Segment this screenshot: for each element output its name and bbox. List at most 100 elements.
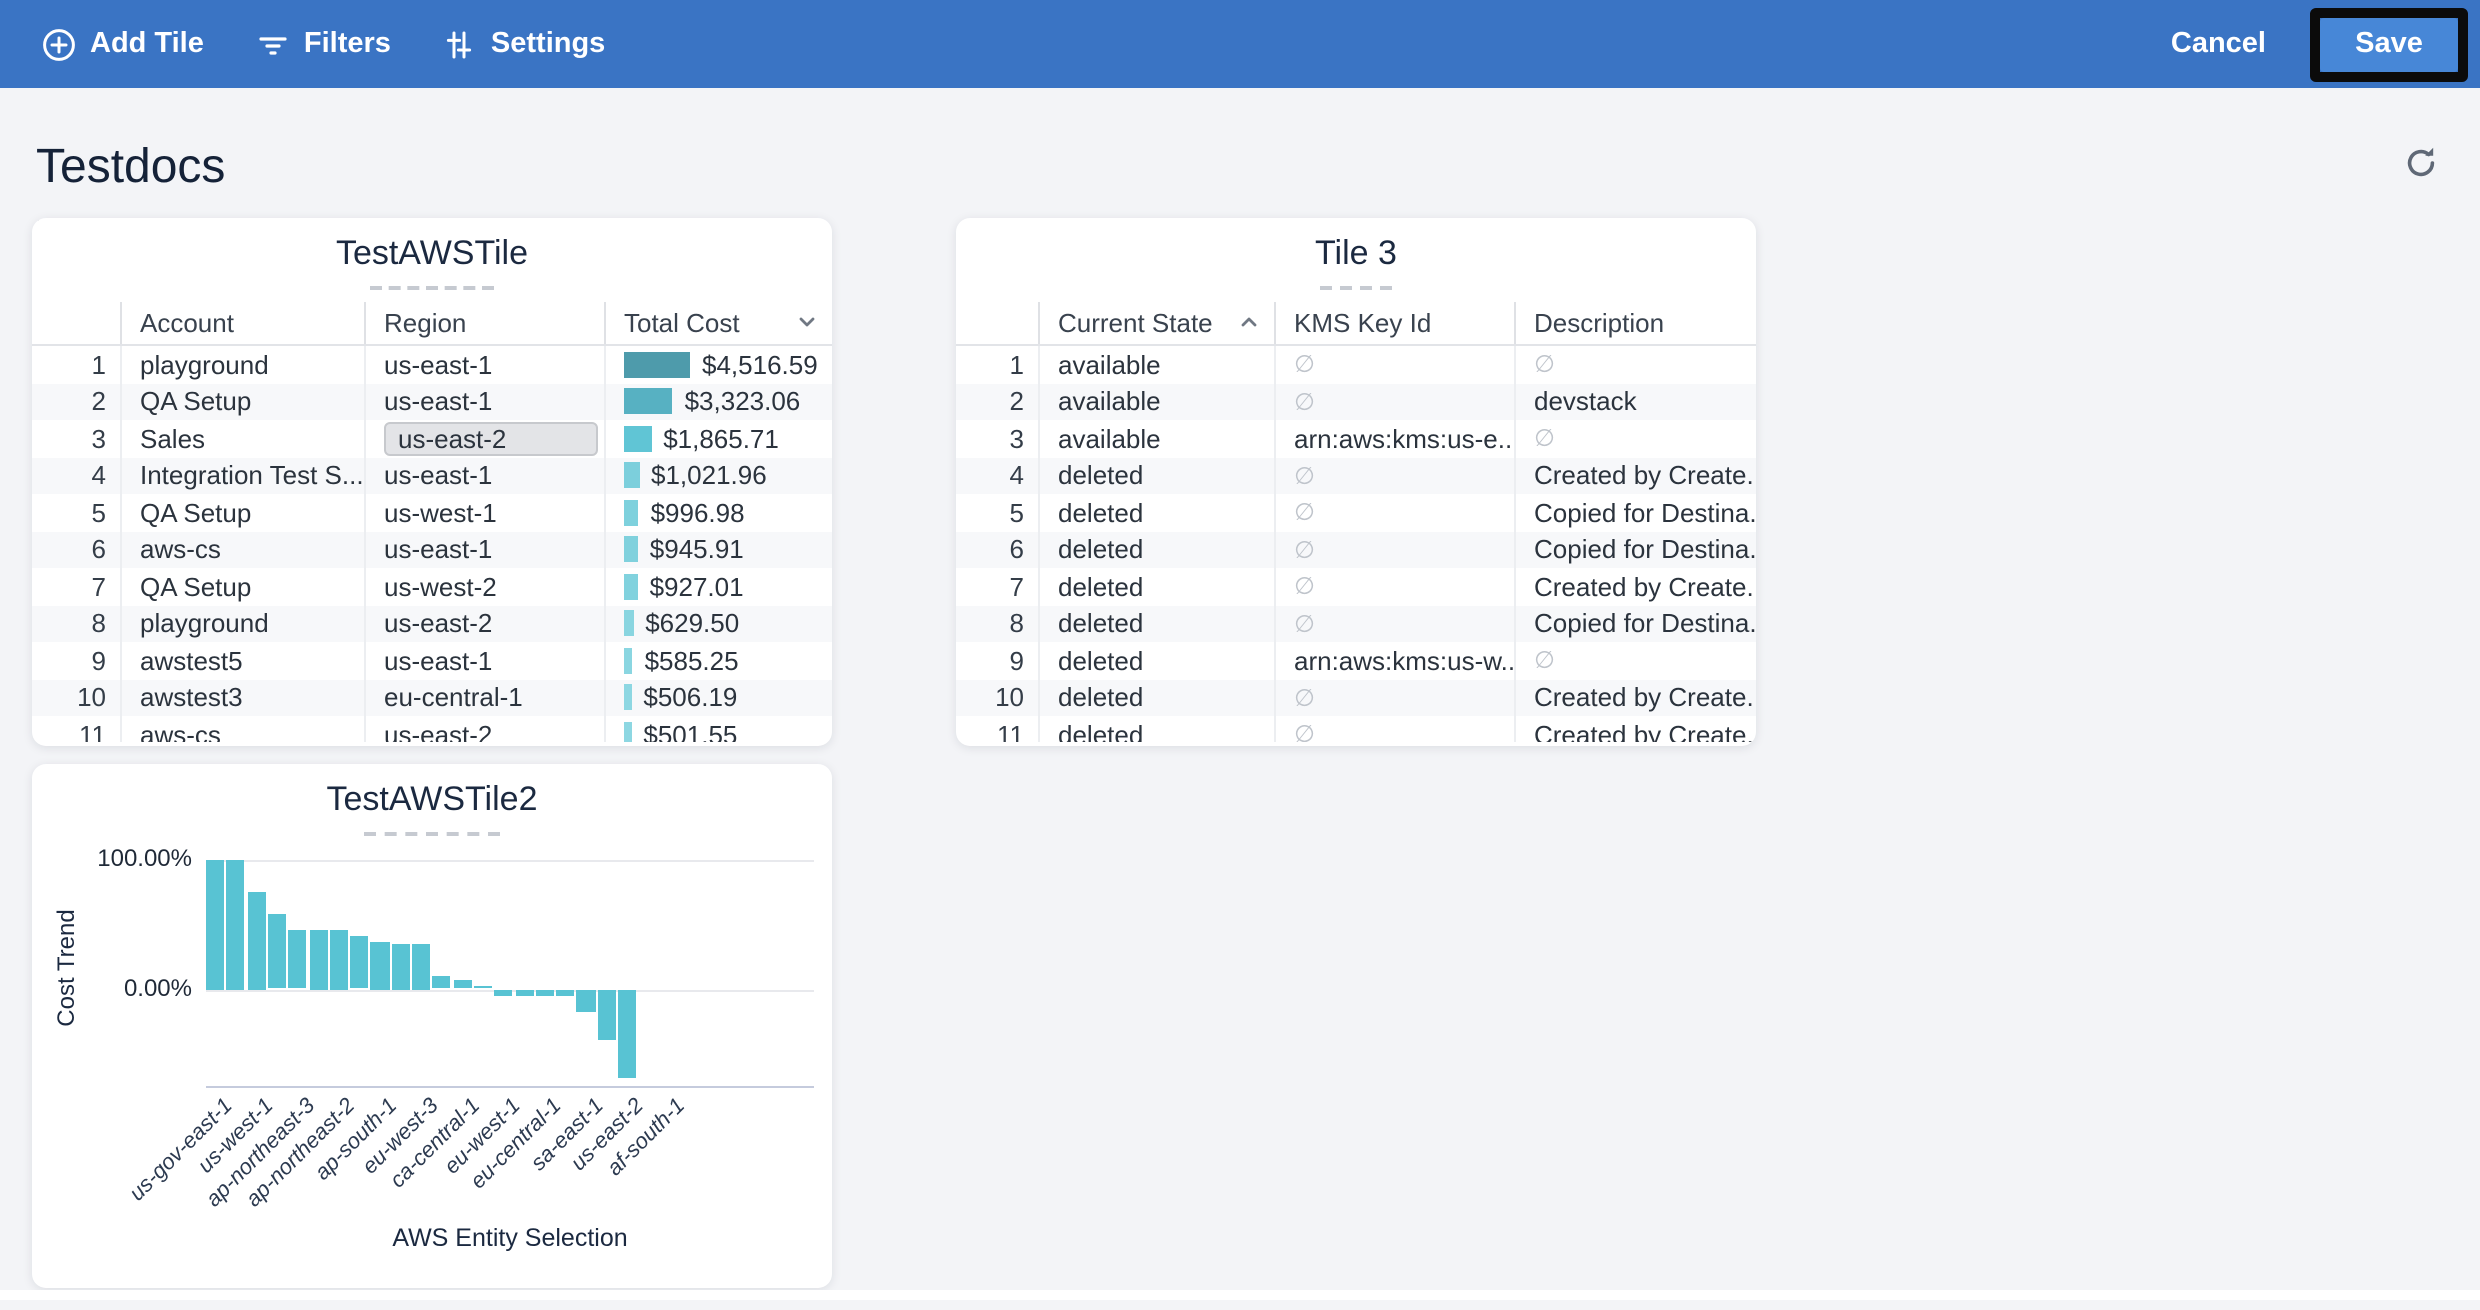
total-cost-cell[interactable]: $629.50 — [604, 605, 832, 642]
kms-key-id-cell[interactable]: ∅ — [1274, 679, 1514, 716]
total-cost-cell[interactable]: $585.25 — [604, 642, 832, 679]
filters-button[interactable]: Filters — [238, 15, 409, 73]
description-cell[interactable]: ∅ — [1514, 346, 1756, 383]
table-row[interactable]: 6 aws-cs us-east-1 $945.91 — [32, 531, 832, 568]
table-row[interactable]: 10 deleted ∅ Created by Create... — [956, 679, 1756, 716]
total-cost-cell[interactable]: $927.01 — [604, 568, 832, 605]
selected-cell[interactable]: us-east-2 — [384, 421, 598, 456]
save-button[interactable]: Save — [2320, 17, 2458, 71]
description-cell[interactable]: Created by Create... — [1514, 457, 1756, 494]
tile1-totalcost-header[interactable]: Total Cost — [604, 302, 832, 344]
chart-bar[interactable] — [556, 989, 575, 996]
chart-bar[interactable] — [412, 943, 431, 990]
table-row[interactable]: 4 Integration Test S... us-east-1 $1,021.96 — [32, 457, 832, 494]
current-state-cell[interactable]: deleted — [1038, 494, 1274, 531]
chart-bar[interactable] — [226, 859, 245, 989]
chart-bar[interactable] — [206, 859, 225, 989]
kms-key-id-cell[interactable]: arn:aws:kms:us-w... — [1274, 642, 1514, 679]
region-cell[interactable]: us-east-1 — [364, 457, 604, 494]
chart-bar[interactable] — [391, 943, 410, 990]
account-cell[interactable]: QA Setup — [120, 494, 364, 531]
tile1-account-header[interactable]: Account — [120, 302, 364, 344]
chart-bar[interactable] — [618, 989, 637, 1078]
region-cell[interactable]: us-east-2 — [364, 420, 604, 457]
tile1-region-header[interactable]: Region — [364, 302, 604, 344]
chart-bar[interactable] — [453, 979, 472, 989]
current-state-cell[interactable]: available — [1038, 346, 1274, 383]
description-cell[interactable]: Created by Create... — [1514, 716, 1756, 742]
account-cell[interactable]: awstest5 — [120, 642, 364, 679]
table-row[interactable]: 11 deleted ∅ Created by Create... — [956, 716, 1756, 742]
total-cost-cell[interactable]: $3,323.06 — [604, 383, 832, 420]
settings-button[interactable]: Settings — [425, 15, 623, 73]
current-state-cell[interactable]: deleted — [1038, 605, 1274, 642]
tile3-currentstate-header[interactable]: Current State — [1038, 302, 1274, 344]
cancel-button[interactable]: Cancel — [2170, 28, 2266, 60]
account-cell[interactable]: QA Setup — [120, 568, 364, 605]
chart-bar[interactable] — [597, 989, 616, 1039]
chart-plot-area[interactable] — [206, 848, 814, 1088]
region-cell[interactable]: us-east-1 — [364, 346, 604, 383]
region-cell[interactable]: us-east-1 — [364, 383, 604, 420]
table-row[interactable]: 9 deleted arn:aws:kms:us-w... ∅ — [956, 642, 1756, 679]
description-cell[interactable]: Copied for Destina... — [1514, 605, 1756, 642]
chart-bar[interactable] — [473, 986, 493, 989]
kms-key-id-cell[interactable]: ∅ — [1274, 716, 1514, 742]
table-row[interactable]: 3 available arn:aws:kms:us-e... ∅ — [956, 420, 1756, 457]
kms-key-id-cell[interactable]: ∅ — [1274, 568, 1514, 605]
chart-bar[interactable] — [247, 891, 266, 990]
kms-key-id-cell[interactable]: ∅ — [1274, 605, 1514, 642]
chevron-down-icon[interactable] — [796, 308, 818, 338]
chart-bar[interactable] — [309, 930, 328, 990]
table-row[interactable]: 8 playground us-east-2 $629.50 — [32, 605, 832, 642]
account-cell[interactable]: Integration Test S... — [120, 457, 364, 494]
chart-bar[interactable] — [288, 929, 307, 989]
kms-key-id-cell[interactable]: ∅ — [1274, 531, 1514, 568]
account-cell[interactable]: awstest3 — [120, 679, 364, 716]
total-cost-cell[interactable]: $1,865.71 — [604, 420, 832, 457]
table-row[interactable]: 2 available ∅ devstack — [956, 383, 1756, 420]
chart-bar[interactable] — [494, 989, 513, 996]
account-cell[interactable]: Sales — [120, 420, 364, 457]
description-cell[interactable]: ∅ — [1514, 420, 1756, 457]
description-cell[interactable]: Created by Create... — [1514, 568, 1756, 605]
chart-bar[interactable] — [515, 989, 534, 996]
current-state-cell[interactable]: deleted — [1038, 568, 1274, 605]
table-row[interactable]: 1 playground us-east-1 $4,516.59 — [32, 346, 832, 383]
tile2-title[interactable]: TestAWSTile2 — [326, 780, 538, 818]
chart-bar[interactable] — [267, 914, 287, 989]
total-cost-cell[interactable]: $506.19 — [604, 679, 832, 716]
chart-bar[interactable] — [329, 930, 348, 990]
account-cell[interactable]: playground — [120, 346, 364, 383]
region-cell[interactable]: eu-central-1 — [364, 679, 604, 716]
description-cell[interactable]: Created by Create... — [1514, 679, 1756, 716]
chart-bar[interactable] — [370, 941, 390, 990]
region-cell[interactable]: us-east-2 — [364, 605, 604, 642]
chart-bar[interactable] — [576, 989, 596, 1012]
current-state-cell[interactable]: deleted — [1038, 531, 1274, 568]
table-row[interactable]: 3 Sales us-east-2 $1,865.71 — [32, 420, 832, 457]
region-cell[interactable]: us-east-2 — [364, 716, 604, 742]
total-cost-cell[interactable]: $4,516.59 — [604, 346, 832, 383]
total-cost-cell[interactable]: $501.55 — [604, 716, 832, 742]
kms-key-id-cell[interactable]: ∅ — [1274, 383, 1514, 420]
chart-bar[interactable] — [432, 975, 451, 989]
region-cell[interactable]: us-west-2 — [364, 568, 604, 605]
tile-testawstile2-chart[interactable]: TestAWSTile2 Cost Trend 100.00% 0.00% us… — [32, 764, 832, 1288]
region-cell[interactable]: us-east-1 — [364, 531, 604, 568]
tile1-title[interactable]: TestAWSTile — [335, 234, 529, 272]
description-cell[interactable]: Copied for Destina... — [1514, 531, 1756, 568]
account-cell[interactable]: aws-cs — [120, 716, 364, 742]
table-row[interactable]: 4 deleted ∅ Created by Create... — [956, 457, 1756, 494]
add-tile-button[interactable]: Add Tile — [24, 15, 222, 73]
account-cell[interactable]: playground — [120, 605, 364, 642]
account-cell[interactable]: aws-cs — [120, 531, 364, 568]
table-row[interactable]: 2 QA Setup us-east-1 $3,323.06 — [32, 383, 832, 420]
current-state-cell[interactable]: deleted — [1038, 679, 1274, 716]
tile3-description-header[interactable]: Description — [1514, 302, 1756, 344]
total-cost-cell[interactable]: $1,021.96 — [604, 457, 832, 494]
chart-bar[interactable] — [350, 935, 369, 989]
description-cell[interactable]: devstack — [1514, 383, 1756, 420]
table-row[interactable]: 1 available ∅ ∅ — [956, 346, 1756, 383]
